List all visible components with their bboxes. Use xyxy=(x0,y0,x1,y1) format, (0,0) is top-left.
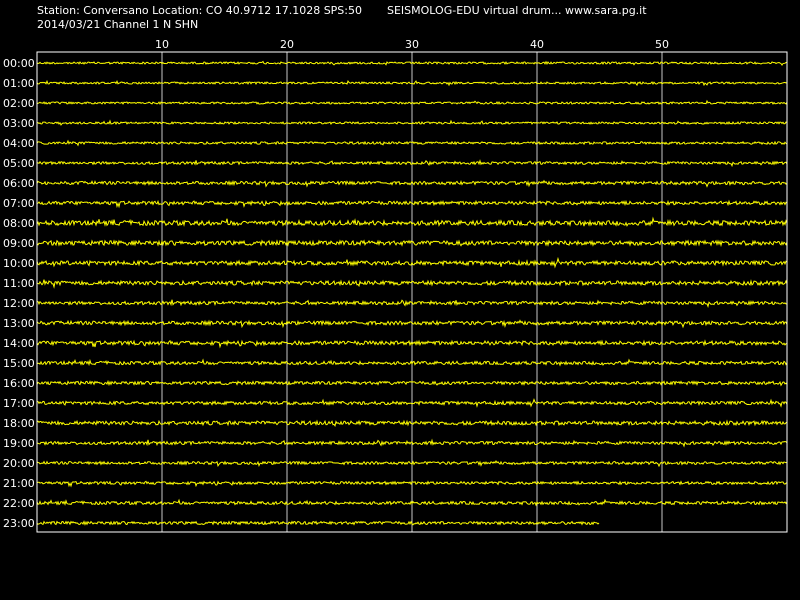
product-title: SEISMOLOG-EDU virtual drum... www.sara.p… xyxy=(387,4,647,17)
x-axis-ticks: 10 20 30 40 50 xyxy=(155,38,669,51)
hour-label: 07:00 xyxy=(3,197,35,210)
hour-label: 10:00 xyxy=(3,257,35,270)
seismic-trace-0700 xyxy=(36,199,788,209)
plot-frame xyxy=(36,51,788,533)
hour-label: 12:00 xyxy=(3,297,35,310)
station-info: Station: Conversano Location: CO 40.9712… xyxy=(37,4,362,17)
x-tick-label: 50 xyxy=(655,38,669,51)
seismic-trace-2100 xyxy=(36,480,788,488)
hour-label: 08:00 xyxy=(3,217,35,230)
seismic-traces xyxy=(36,60,788,526)
hour-label: 23:00 xyxy=(3,517,35,530)
hour-label: 19:00 xyxy=(3,437,35,450)
hour-label: 01:00 xyxy=(3,77,35,90)
seismic-trace-1100 xyxy=(36,279,788,289)
hour-label: 11:00 xyxy=(3,277,35,290)
seismic-trace-0900 xyxy=(36,239,788,248)
hour-label: 20:00 xyxy=(3,457,35,470)
hour-label: 17:00 xyxy=(3,397,35,410)
hour-labels: 00:00 01:00 02:00 03:00 04:00 05:00 06:00 07:00… xyxy=(3,57,35,530)
seismic-trace-1600 xyxy=(36,379,788,387)
hour-label: 13:00 xyxy=(3,317,35,330)
seismic-trace-1200 xyxy=(36,299,788,308)
hour-label: 15:00 xyxy=(3,357,35,370)
hour-label: 14:00 xyxy=(3,337,35,350)
vertical-gridlines xyxy=(161,52,663,532)
hour-label: 21:00 xyxy=(3,477,35,490)
hour-label: 00:00 xyxy=(3,57,35,70)
plot-border xyxy=(36,51,788,533)
seismic-trace-2300 xyxy=(36,520,600,526)
seismic-trace-0100 xyxy=(36,79,788,87)
seismic-trace-0600 xyxy=(36,179,788,188)
x-tick-label: 40 xyxy=(530,38,544,51)
seismic-trace-1000 xyxy=(36,256,788,269)
seismic-trace-2200 xyxy=(36,498,788,507)
seismic-trace-1700 xyxy=(36,398,788,408)
seismic-trace-0500 xyxy=(36,159,788,168)
seismic-trace-0300 xyxy=(36,119,788,126)
date-channel-info: 2014/03/21 Channel 1 N SHN xyxy=(37,18,198,31)
seismic-trace-1300 xyxy=(36,319,788,329)
hour-label: 09:00 xyxy=(3,237,35,250)
hour-label: 03:00 xyxy=(3,117,35,130)
seismic-trace-0400 xyxy=(36,139,788,147)
seismic-trace-0000 xyxy=(36,60,788,67)
hour-label: 18:00 xyxy=(3,417,35,430)
hour-label: 06:00 xyxy=(3,177,35,190)
x-tick-label: 30 xyxy=(405,38,419,51)
seismic-trace-0800 xyxy=(36,216,788,227)
hour-label: 22:00 xyxy=(3,497,35,510)
seismic-trace-1500 xyxy=(36,358,788,367)
x-tick-label: 20 xyxy=(280,38,294,51)
x-tick-label: 10 xyxy=(155,38,169,51)
seismic-trace-1400 xyxy=(36,339,788,349)
seismic-trace-2000 xyxy=(36,460,788,468)
hour-label: 16:00 xyxy=(3,377,35,390)
hour-label: 05:00 xyxy=(3,157,35,170)
seismic-trace-0200 xyxy=(36,99,788,106)
seismic-trace-1800 xyxy=(36,419,788,427)
seismic-trace-1900 xyxy=(36,438,788,448)
hour-label: 02:00 xyxy=(3,97,35,110)
hour-label: 04:00 xyxy=(3,137,35,150)
